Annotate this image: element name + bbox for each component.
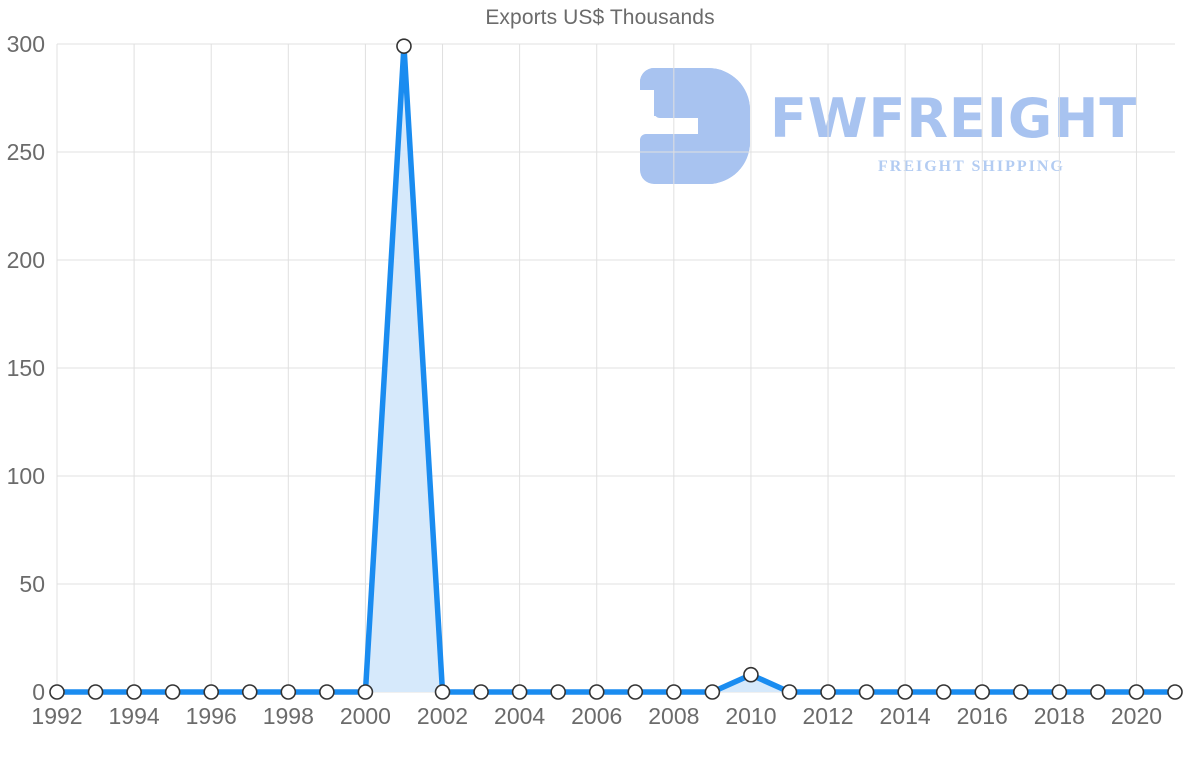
data-point-marker [858, 684, 875, 700]
x-axis-tick-label: 2012 [802, 703, 853, 729]
data-point-marker [897, 684, 913, 700]
data-point-marker [164, 684, 181, 700]
x-axis-tick-label: 1994 [109, 703, 160, 729]
data-point-marker [280, 684, 297, 700]
series-line [54, 43, 1178, 695]
y-axis-tick-label: 0 [32, 679, 45, 705]
x-axis-tick-label: 2018 [1034, 703, 1085, 729]
grid-lines [56, 43, 1175, 693]
x-axis-tick-label: 2008 [648, 703, 699, 729]
x-axis-tick-label: 2004 [494, 703, 545, 729]
data-point-marker [126, 684, 142, 700]
x-axis-ticks: 1992 1994 1996 1998 2000 2002 2004 2006 2008 2010… [31, 703, 1162, 729]
data-point-marker [1051, 684, 1068, 700]
x-axis-tick-label: 2020 [1111, 703, 1162, 729]
x-axis-tick-label: 2006 [571, 703, 622, 729]
x-axis-tick-label: 1992 [31, 703, 82, 729]
data-point-marker [627, 684, 644, 700]
data-point-marker [1167, 684, 1183, 700]
data-point-marker [434, 684, 451, 700]
data-point-marker [511, 684, 528, 700]
y-axis-ticks: 0 50 100 150 200 250 300 [7, 31, 45, 705]
y-axis-tick-label: 150 [7, 355, 45, 381]
data-markers [49, 38, 1183, 700]
y-axis-tick-label: 300 [7, 31, 45, 57]
x-axis-tick-label: 2002 [417, 703, 468, 729]
data-point-marker [1090, 684, 1106, 700]
data-point-marker [1012, 684, 1029, 700]
data-point-marker [550, 684, 566, 700]
data-point-marker [87, 684, 104, 700]
x-axis-tick-label: 2000 [340, 703, 391, 729]
area-fill [57, 46, 1175, 693]
y-axis-tick-label: 50 [19, 571, 45, 597]
data-line [54, 43, 1178, 695]
data-point-marker [319, 684, 335, 700]
data-point-marker [743, 666, 759, 683]
x-axis-tick-label: 2014 [880, 703, 931, 729]
data-point-marker [203, 684, 220, 700]
data-point-marker [820, 684, 836, 700]
data-point-marker [357, 684, 374, 700]
chart-title: Exports US$ Thousands [485, 6, 715, 29]
data-point-marker [241, 684, 258, 700]
x-axis-tick-label: 1998 [263, 703, 314, 729]
y-axis-tick-label: 250 [7, 139, 45, 165]
data-point-marker [704, 684, 721, 700]
data-point-marker [49, 684, 65, 700]
data-point-marker [666, 684, 682, 700]
data-point-marker [588, 684, 605, 700]
x-axis-tick-label: 2016 [957, 703, 1008, 729]
data-point-marker [781, 684, 798, 700]
y-axis-tick-label: 200 [7, 247, 45, 273]
data-point-marker [974, 684, 991, 700]
x-axis-tick-label: 1996 [186, 703, 237, 729]
data-point-marker [396, 38, 412, 54]
data-point-marker [473, 684, 489, 700]
y-axis-tick-label: 100 [7, 463, 45, 489]
x-axis-tick-label: 2010 [725, 703, 776, 729]
series-area-fill [57, 46, 1175, 693]
data-point-marker [1128, 684, 1145, 700]
data-point-marker [935, 684, 952, 700]
